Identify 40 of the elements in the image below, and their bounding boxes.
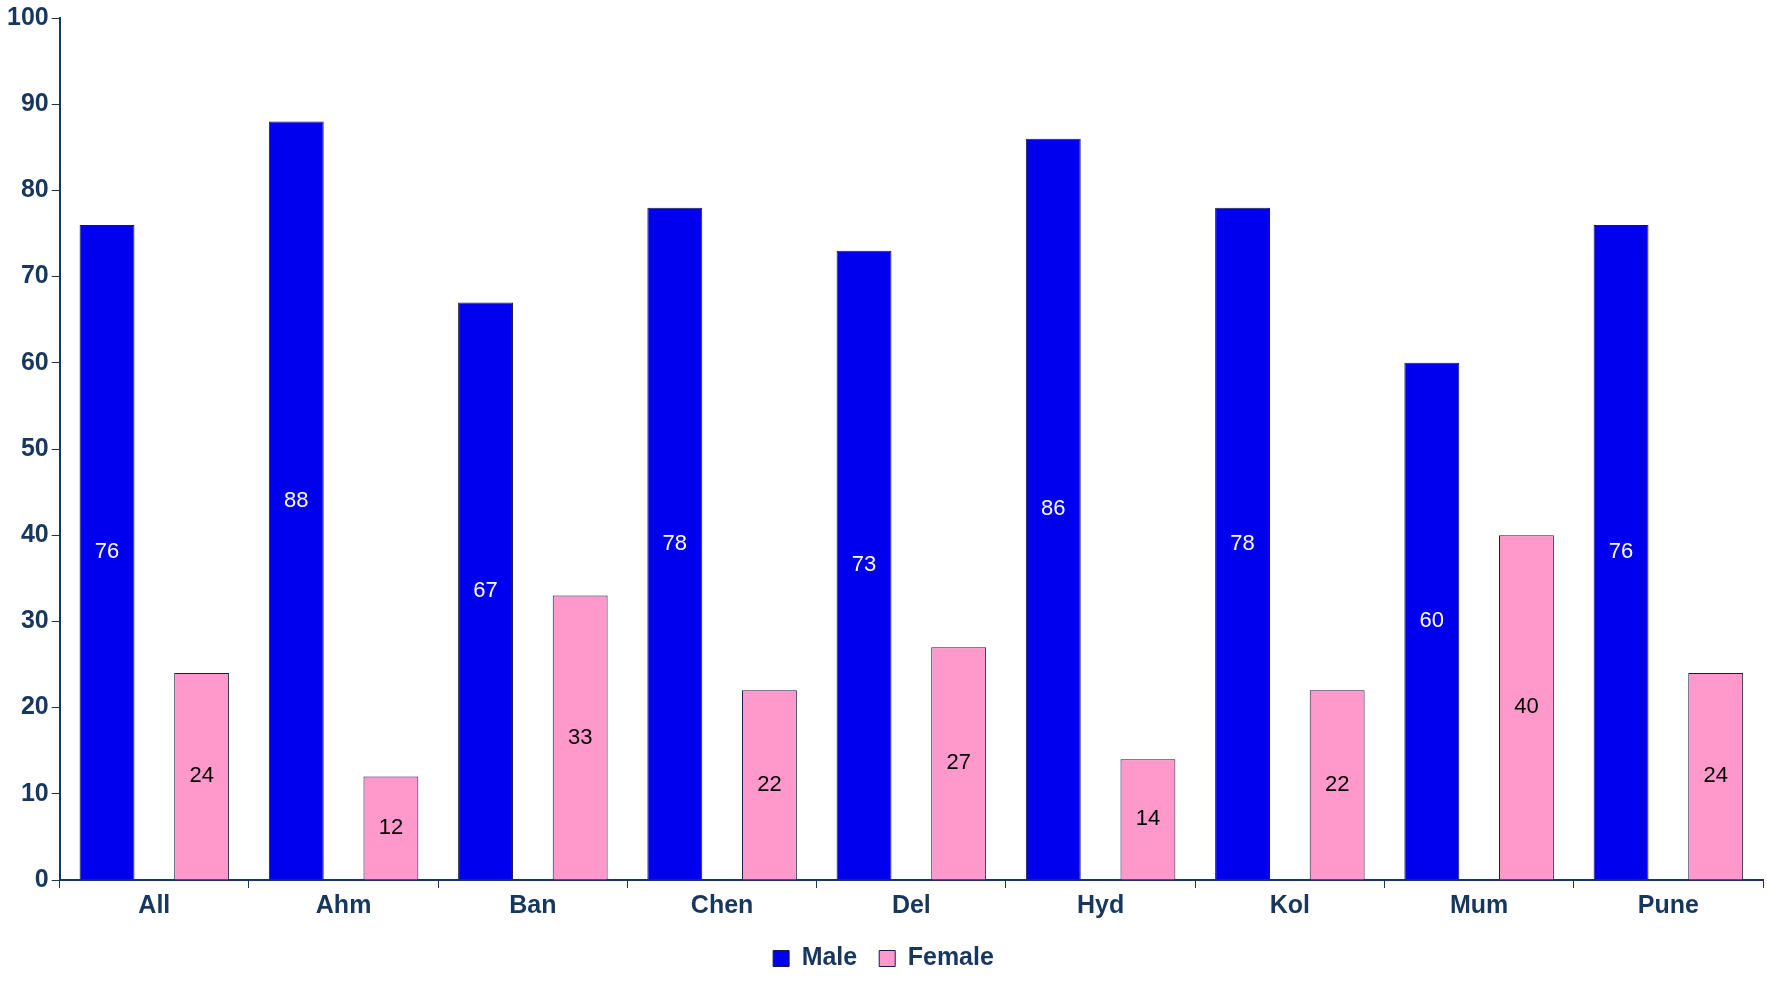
y-tick-label: 20 — [20, 691, 49, 720]
x-tick-label: All — [138, 889, 171, 918]
x-tick-label: Mum — [1449, 889, 1509, 918]
data-label: 27 — [946, 749, 971, 775]
data-label: 24 — [1703, 762, 1728, 788]
data-label: 24 — [189, 762, 214, 788]
data-label: 78 — [1230, 529, 1255, 555]
data-label: 22 — [1324, 770, 1350, 796]
y-tick-label: 50 — [20, 432, 49, 461]
data-label: 76 — [94, 538, 120, 564]
data-label: 60 — [1419, 607, 1445, 633]
y-tick-label: 70 — [20, 260, 49, 289]
y-tick-label: 30 — [20, 605, 49, 634]
y-tick-label: 40 — [20, 519, 49, 548]
x-tick-label: Del — [891, 889, 931, 918]
data-label: 86 — [1041, 495, 1066, 521]
data-label: 78 — [662, 529, 688, 555]
x-tick-label: Kol — [1269, 889, 1310, 918]
data-label: 22 — [757, 770, 782, 796]
y-tick-label: 90 — [20, 88, 49, 117]
x-tick-label: Ban — [509, 889, 557, 918]
data-label: 76 — [1608, 538, 1634, 564]
data-label: 67 — [473, 577, 498, 603]
x-tick-label: Pune — [1637, 889, 1700, 918]
data-label: 73 — [851, 551, 877, 577]
data-label: 40 — [1514, 693, 1539, 719]
data-label: 14 — [1135, 805, 1161, 831]
y-tick-label: 60 — [20, 346, 49, 375]
data-label: 88 — [284, 486, 309, 512]
legend-label: Female — [907, 942, 994, 971]
x-tick-label: Chen — [690, 889, 754, 918]
data-label: 33 — [567, 723, 593, 749]
y-tick-label: 0 — [34, 863, 49, 892]
x-tick-label: Ahm — [315, 889, 372, 918]
data-label: 12 — [378, 814, 404, 840]
y-tick-label: 10 — [20, 777, 49, 806]
y-tick-label: 100 — [6, 1, 49, 30]
y-tick-label: 80 — [20, 174, 49, 203]
x-tick-label: Hyd — [1076, 889, 1125, 918]
legend-label: Male — [801, 942, 858, 971]
